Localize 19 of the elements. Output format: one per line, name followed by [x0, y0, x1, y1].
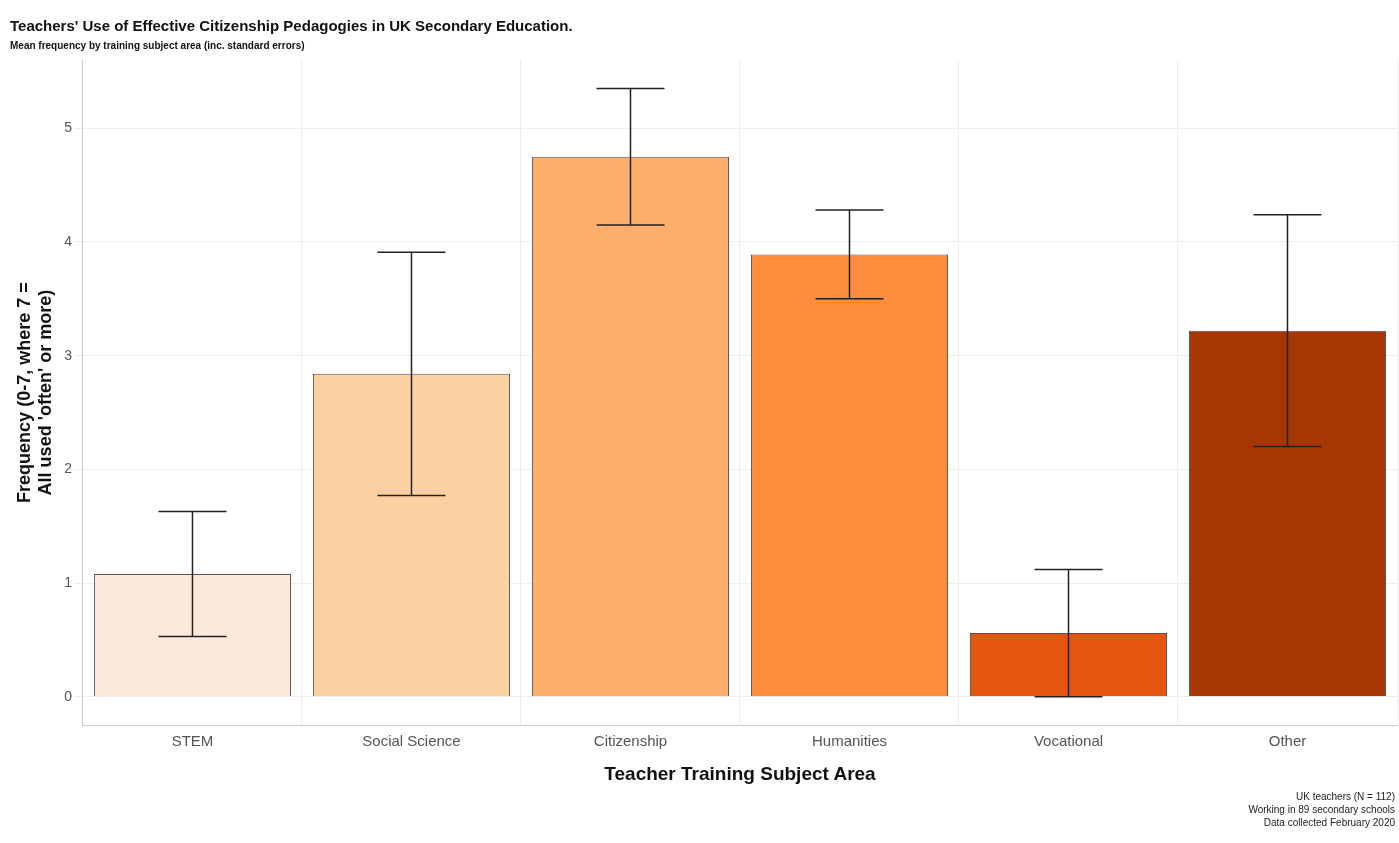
- y-tick-label: 1: [64, 573, 73, 590]
- text: UK teachers (N = 112): [1294, 790, 1395, 803]
- x-tick-label: Humanities: [811, 732, 888, 750]
- text: Working in 89 secondary schools: [1248, 803, 1395, 816]
- y-axis-title: Frequency (0-7, where 7 = All used 'often' or more): [13, 282, 56, 503]
- x-tick-label: Vocational: [1033, 732, 1104, 750]
- y-tick-label: 3: [64, 346, 73, 363]
- x-tick-label: STEM: [171, 732, 214, 750]
- y-tick-label: 5: [64, 119, 73, 136]
- chart-title: Teachers' Use of Effective Citizenship Pedagogies in UK Secondary Education.: [10, 17, 573, 35]
- x-tick-label: Other: [1268, 732, 1307, 750]
- x-axis-title: Teacher Training Subject Area: [604, 762, 877, 784]
- x-tick-label: Social Science: [362, 732, 461, 750]
- y-tick-label: 2: [64, 460, 73, 477]
- x-tick-label: Citizenship: [593, 732, 668, 750]
- y-tick-label: 4: [64, 232, 73, 249]
- text: Data collected February 2020: [1262, 816, 1395, 829]
- y-tick-label: 0: [64, 687, 73, 704]
- chart-subtitle: Mean frequency by training subject area (inc. standard errors): [10, 39, 305, 51]
